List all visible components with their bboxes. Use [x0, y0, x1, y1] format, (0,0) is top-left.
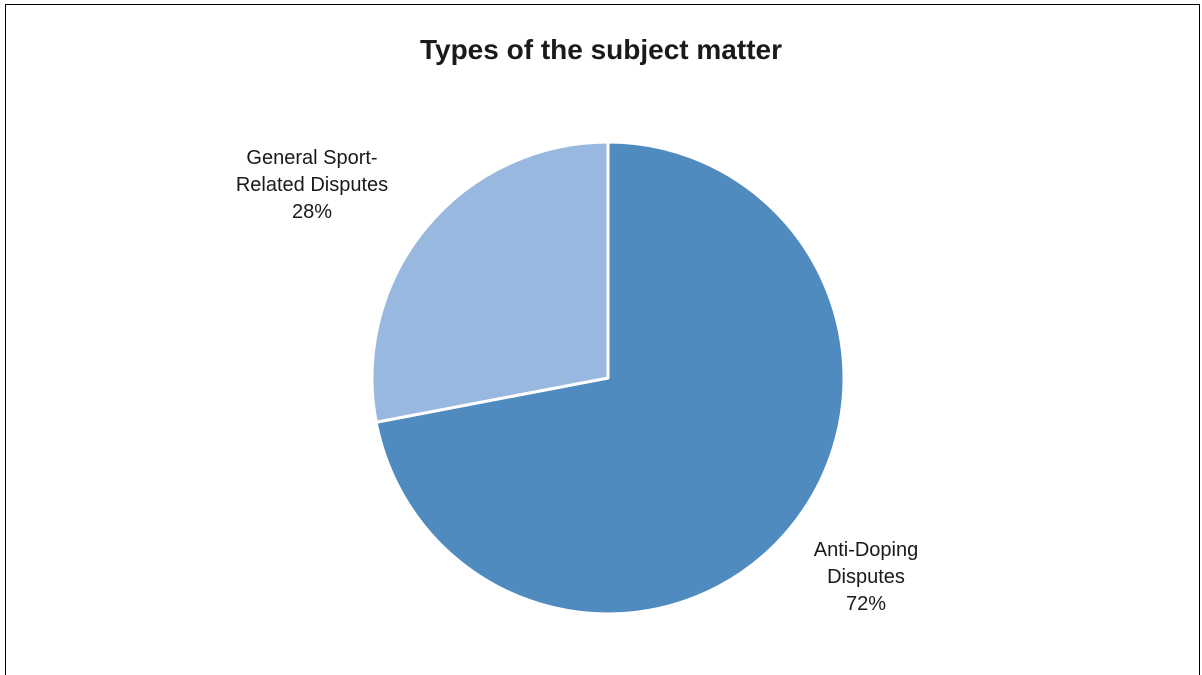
- slice-name-line-2-2: Related Disputes: [236, 174, 388, 196]
- pie-labels: Anti-Doping Disputes 72% General Sport- Rela…: [236, 147, 918, 615]
- slice-percent-1: 72%: [846, 593, 886, 615]
- slice-percent-2: 28%: [292, 201, 332, 223]
- slice-name-line-1-2: Disputes: [827, 566, 905, 588]
- pie-slice-2: [370, 140, 610, 424]
- slice-name-line-1-1: Anti-Doping: [814, 539, 919, 561]
- slice-label-1: Anti-Doping Disputes 72%: [814, 539, 919, 615]
- slice-name-line-2-1: General Sport-: [246, 147, 377, 169]
- chart-title: Types of the subject matter: [419, 34, 782, 65]
- pie-slice-1: [374, 140, 846, 616]
- pie-slices: [370, 140, 846, 616]
- slice-label-2: General Sport- Related Disputes 28%: [236, 147, 388, 223]
